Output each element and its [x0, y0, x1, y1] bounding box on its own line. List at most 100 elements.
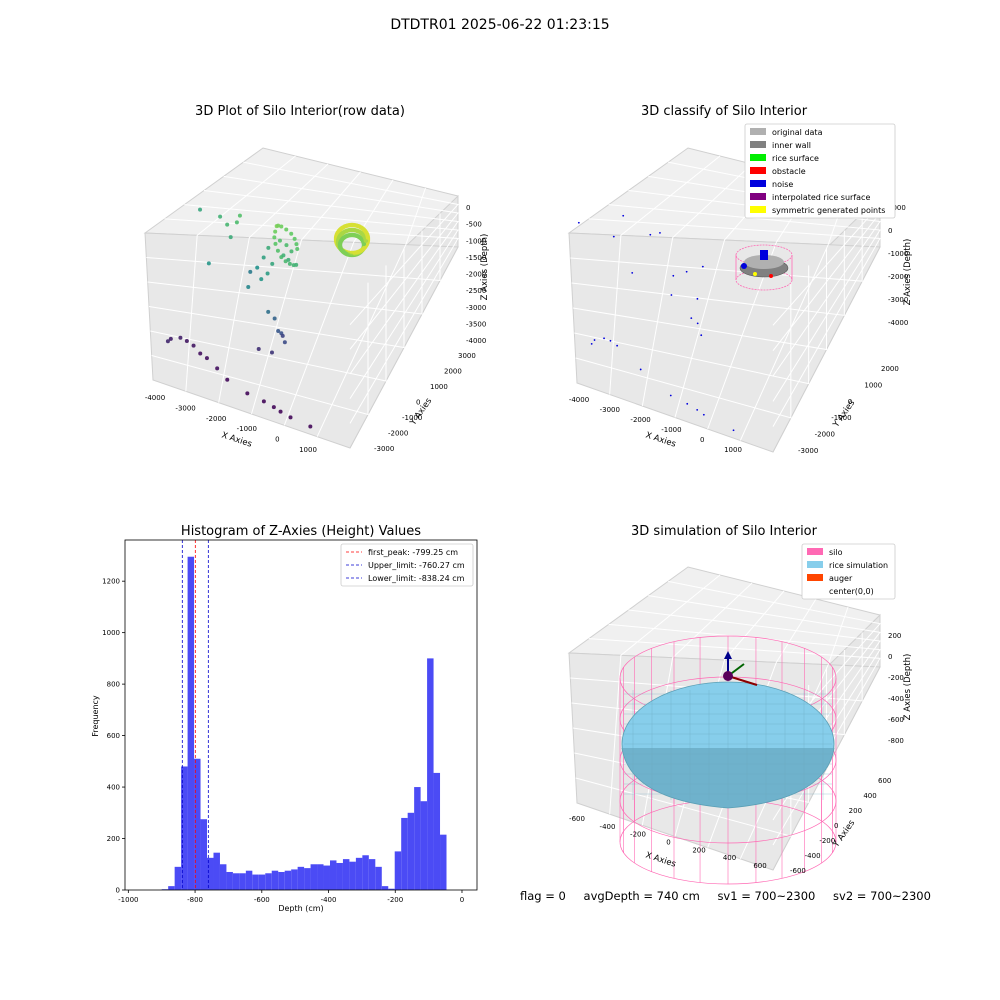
plot3-bar	[271, 870, 279, 890]
plot3-bar	[329, 860, 337, 890]
plot4-legend-label: silo	[829, 548, 843, 557]
plot2-legend-label: original data	[772, 128, 823, 137]
plot2-legend-label: noise	[772, 180, 793, 189]
plot1-point	[287, 261, 292, 266]
plot4-z-tick-label: 200	[888, 632, 901, 640]
plot4-y-tick-label: -200	[819, 837, 835, 845]
plot2-noise-point	[732, 429, 735, 432]
plot2-noise-point	[631, 271, 634, 274]
plot2-title: 3D classify of Silo Interior	[640, 104, 808, 119]
plot1-point	[198, 207, 203, 212]
plot2-noise-point	[701, 265, 704, 268]
plot1-point	[204, 356, 209, 361]
plot3-x-tick-label: -800	[187, 896, 203, 904]
plot3-bar	[265, 873, 272, 890]
status-footer: flag = 0 avgDepth = 740 cm sv1 = 700~230…	[520, 889, 945, 903]
plot2-y-tick-label: -1000	[831, 414, 851, 422]
plot1-y-tick-label: -3000	[374, 445, 394, 453]
plot2-legend: original data inner wall rice surface obsta…	[744, 123, 896, 219]
plot4-rice-surface	[621, 681, 835, 809]
plot1-z-tick-label: -2500	[466, 287, 486, 295]
plot3-bar	[181, 766, 188, 890]
plot2-x-tick-label: 1000	[724, 446, 742, 454]
plot3-bar	[258, 874, 266, 890]
plot3-bar	[407, 812, 415, 890]
plot2-z-tick-label: 1000	[888, 204, 906, 212]
plot3-x-tick-label: 0	[460, 896, 464, 904]
plot3-bar	[232, 873, 240, 890]
plot3-bar	[168, 886, 175, 890]
plot4-legend-box	[801, 543, 896, 600]
plot1-z-tick-label: -500	[466, 221, 482, 229]
plot1-point	[225, 377, 230, 382]
plot2-z-tick-label: -1000	[888, 250, 908, 258]
plot2-legend-swatch	[750, 167, 766, 174]
plot3-bar	[304, 868, 311, 890]
plot2-y-tick-label: -3000	[798, 447, 818, 455]
plot4-y-tick-label: 400	[863, 792, 876, 800]
plot1-point	[276, 223, 281, 228]
plot2-legend-swatch	[750, 141, 766, 148]
plot2-symmetric-point	[753, 272, 757, 276]
plot1-grid-line	[203, 190, 459, 375]
plot1-xlabel: X Axies	[220, 430, 253, 449]
plot1-z-tick-label: -1000	[466, 237, 486, 245]
plot3-x-tick-label: -1000	[118, 896, 138, 904]
plot2-noise-point	[603, 337, 605, 340]
plot2-y-tick-label: -2000	[815, 431, 835, 439]
plot1-y-tick-label: 0	[416, 399, 420, 407]
plot3-bar	[239, 873, 246, 890]
sv2-text: sv2 = 700~2300	[833, 889, 931, 903]
plot1-point	[168, 336, 173, 341]
plot1-point	[218, 214, 223, 219]
plot3-x-tick-label: -400	[321, 896, 337, 904]
plot1-point	[184, 339, 189, 344]
plot1-point	[215, 366, 220, 371]
plot2-y-tick-label: 0	[848, 398, 852, 406]
plot2-noise-point	[577, 221, 580, 224]
plot2-legend-swatch	[750, 193, 766, 200]
plot2-z-tick-label: -4000	[888, 319, 908, 327]
plot1-x-tick-label: -4000	[145, 394, 165, 402]
plot1-point	[246, 285, 251, 290]
plot3-bar	[388, 888, 395, 890]
plot1-back-pane	[143, 147, 459, 248]
plot1-z-tick-label: 0	[466, 204, 470, 212]
plot1-point	[289, 249, 294, 254]
plot1-point	[256, 346, 261, 351]
plot3-xlabel: Depth (cm)	[278, 904, 323, 913]
plot1-point	[237, 213, 242, 218]
plot2-legend-box	[744, 123, 896, 219]
plot1-point	[279, 224, 284, 229]
plot2-noise-point	[741, 263, 747, 269]
plot3-y-tick-label: 1200	[102, 578, 120, 586]
plot3-bar	[207, 857, 214, 890]
plot2-noise-point	[696, 297, 699, 300]
plot4-x-tick-label: -200	[630, 831, 646, 839]
plot1-point	[255, 265, 260, 270]
plot2-noise-point	[685, 270, 688, 273]
plot1-point	[295, 247, 300, 252]
plot3-y-tick-label: 400	[107, 784, 120, 792]
plot2-original-data	[744, 255, 784, 269]
plot2-legend-label: rice surface	[772, 154, 819, 163]
plot2-z-tick-label: 0	[888, 227, 892, 235]
plot3-legend-box	[340, 543, 474, 587]
plot2-legend-label: symmetric generated points	[772, 206, 885, 215]
plot3-bar	[368, 859, 376, 890]
plot1-x-tick-label: -2000	[206, 415, 226, 423]
plot1-grid-line	[223, 175, 459, 350]
plot1-z-tick-label: -2000	[466, 271, 486, 279]
plot1-point	[292, 236, 297, 241]
plot4-x-tick-label: 200	[692, 846, 705, 854]
plot2-noise-point	[612, 235, 615, 238]
plot2-noise-point	[690, 317, 693, 320]
plot2-legend-swatch	[750, 206, 766, 213]
plot4-y-tick-label: -400	[805, 852, 821, 860]
plot1-point	[234, 220, 239, 225]
plot4-legend-swatch	[807, 561, 823, 568]
plot1-point	[284, 227, 289, 232]
plot4-xlabel: X Axies	[644, 850, 677, 869]
plot1-point	[288, 415, 293, 420]
plot1-point	[265, 271, 270, 276]
